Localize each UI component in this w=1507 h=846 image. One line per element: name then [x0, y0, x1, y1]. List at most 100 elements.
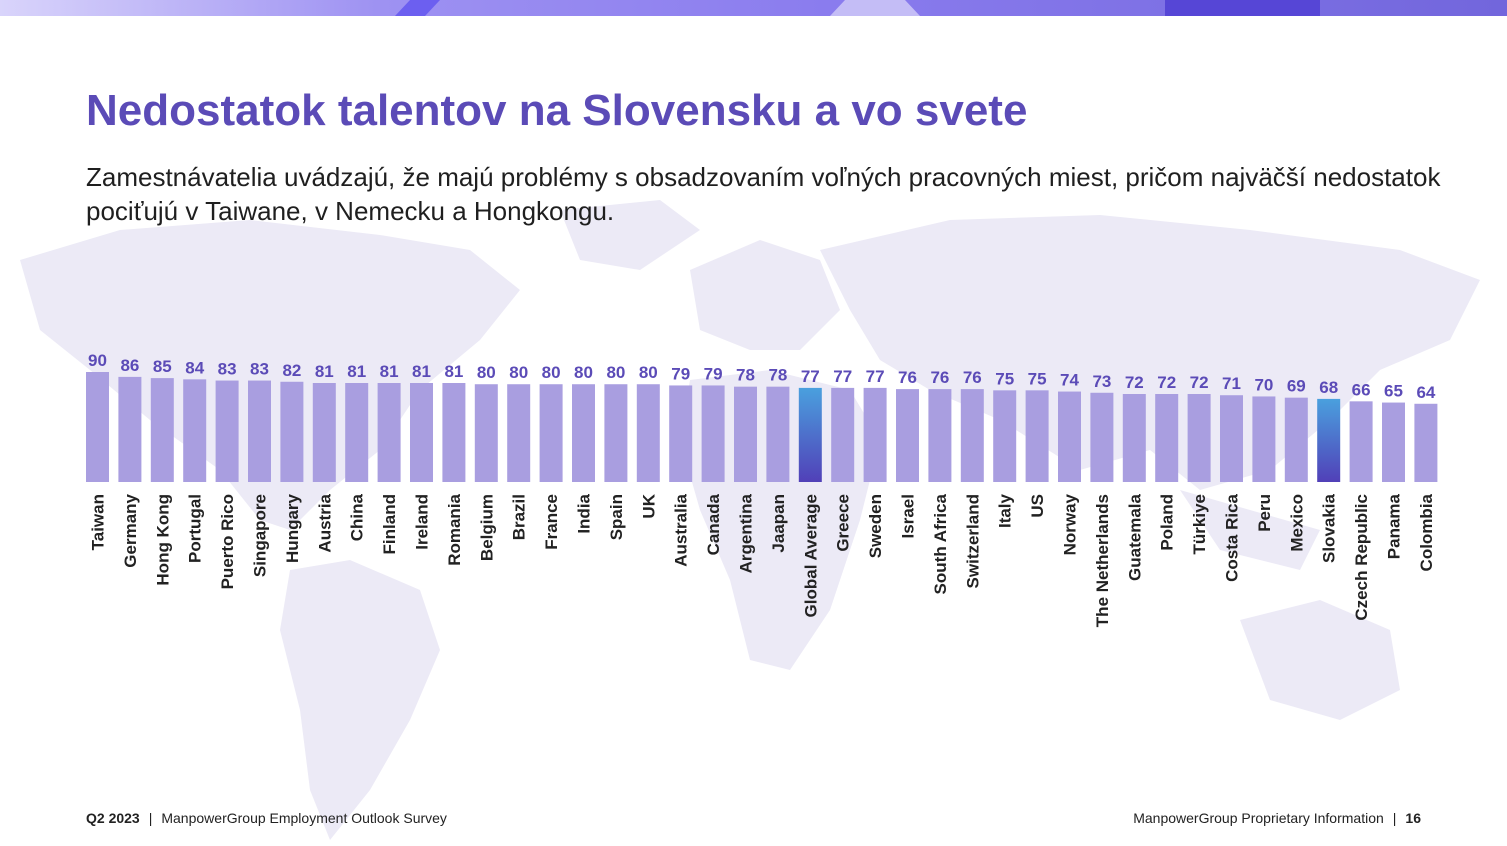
category-label-greece: Greece — [834, 494, 853, 552]
value-label-romania: 81 — [444, 362, 463, 381]
category-label-austria: Austria — [315, 493, 334, 552]
value-label-colombia: 64 — [1416, 383, 1435, 402]
bar-mexico — [1284, 397, 1308, 482]
value-label-portugal: 84 — [185, 358, 204, 377]
category-label-uk: UK — [639, 493, 658, 518]
category-axis-labels: Taiwan Germany Hong Kong Portugal Puerto Ric… — [89, 493, 1436, 627]
bar-france — [539, 384, 563, 482]
value-label-norway: 74 — [1060, 371, 1079, 390]
value-label-canada: 79 — [704, 364, 723, 383]
bar-panama — [1382, 402, 1405, 482]
value-label-ireland: 81 — [412, 362, 431, 381]
footer-survey-name: ManpowerGroup Employment Outlook Survey — [161, 810, 447, 826]
category-label-france: France — [542, 494, 561, 550]
value-label-guatemala: 72 — [1125, 373, 1144, 392]
category-label-slovakia: Slovakia — [1320, 493, 1339, 563]
category-label-peru: Peru — [1255, 494, 1274, 532]
value-label-puerto-rico: 83 — [218, 360, 237, 379]
value-label-costa-rica: 71 — [1222, 374, 1241, 393]
category-label-south-africa: South Africa — [931, 493, 950, 594]
bar-argentina — [734, 386, 757, 482]
bar-belgium — [474, 384, 498, 482]
bar-peru — [1252, 396, 1276, 482]
category-label-india: India — [575, 493, 594, 533]
category-label-finland: Finland — [380, 494, 399, 554]
bar-italy — [993, 390, 1017, 482]
category-label-jaapan: Jaapan — [769, 494, 788, 553]
bar-us — [1025, 390, 1049, 482]
value-label-czech-republic: 66 — [1352, 380, 1371, 399]
value-label-peru: 70 — [1254, 375, 1273, 394]
value-label-slovakia: 68 — [1319, 378, 1338, 397]
category-label-israel: Israel — [899, 494, 918, 538]
bar-south-africa — [928, 389, 952, 482]
bar-norway — [1058, 391, 1081, 482]
bar-taiwan — [86, 372, 109, 482]
category-label-belgium: Belgium — [477, 494, 496, 561]
category-label-global-average: Global Average — [801, 494, 820, 617]
category-label-ireland: Ireland — [413, 494, 432, 550]
bar-global-average — [798, 387, 822, 482]
value-label-australia: 79 — [671, 364, 690, 383]
value-label-uk: 80 — [639, 363, 658, 382]
bar-greece — [831, 387, 855, 482]
footer-left: Q2 2023 | ManpowerGroup Employment Outlook… — [86, 810, 447, 826]
value-label-israel: 76 — [898, 368, 917, 387]
value-label-italy: 75 — [995, 369, 1014, 388]
value-label-us: 75 — [1028, 369, 1047, 388]
footer-right: ManpowerGroup Proprietary Information | 16 — [1133, 810, 1421, 826]
category-label-switzerland: Switzerland — [963, 494, 982, 588]
bar-series — [86, 372, 1438, 482]
bar-the-netherlands — [1090, 392, 1114, 482]
category-label-costa-rica: Costa Rica — [1223, 493, 1242, 581]
bar-uk — [636, 384, 660, 482]
slide-title: Nedostatok talentov na Slovensku a vo sv… — [86, 86, 1028, 135]
category-label-the-netherlands: The Netherlands — [1093, 494, 1112, 627]
bar-canada — [701, 385, 725, 482]
category-label-hungary: Hungary — [283, 493, 302, 563]
footer-separator: | — [148, 810, 153, 826]
world-map-background — [20, 200, 1480, 840]
page-number: 16 — [1405, 810, 1421, 826]
category-label-t-rkiye: Türkiye — [1190, 494, 1209, 554]
value-label-poland: 72 — [1157, 373, 1176, 392]
bar-guatemala — [1122, 394, 1146, 482]
category-label-guatemala: Guatemala — [1125, 493, 1144, 580]
value-label-spain: 80 — [606, 363, 625, 382]
value-label-singapore: 83 — [250, 360, 269, 379]
bar-spain — [604, 384, 628, 482]
value-label-mexico: 69 — [1287, 377, 1306, 396]
value-label-jaapan: 78 — [768, 366, 787, 385]
bar-slovakia — [1317, 398, 1341, 482]
category-label-czech-republic: Czech Republic — [1352, 494, 1371, 621]
value-label-austria: 81 — [315, 362, 334, 381]
bar-china — [345, 383, 369, 482]
bar-portugal — [183, 379, 207, 482]
category-label-norway: Norway — [1061, 493, 1080, 555]
category-label-singapore: Singapore — [251, 494, 270, 577]
value-label-belgium: 80 — [477, 363, 496, 382]
bar-finland — [377, 383, 401, 482]
value-label-t-rkiye: 72 — [1190, 373, 1209, 392]
bar-hong-kong — [150, 378, 174, 482]
footer-separator-right: | — [1392, 810, 1397, 826]
bar-australia — [669, 385, 693, 482]
category-label-australia: Australia — [672, 493, 691, 566]
talent-shortage-bar-chart: 90 86 85 84 83 83 82 81 81 81 81 81 80 80 80 80 80 80 79 79… — [86, 351, 1438, 627]
bar-india — [572, 384, 595, 482]
category-label-italy: Italy — [996, 493, 1015, 528]
value-label-panama: 65 — [1384, 382, 1403, 401]
category-label-colombia: Colombia — [1417, 493, 1436, 571]
top-decorative-band — [0, 0, 1507, 16]
value-label-france: 80 — [542, 363, 561, 382]
category-label-argentina: Argentina — [737, 493, 756, 573]
category-label-canada: Canada — [704, 493, 723, 555]
value-label-greece: 77 — [833, 367, 852, 386]
value-label-china: 81 — [347, 362, 366, 381]
bar-czech-republic — [1349, 401, 1373, 482]
category-label-sweden: Sweden — [866, 494, 885, 558]
category-label-poland: Poland — [1158, 494, 1177, 551]
bar-singapore — [248, 380, 271, 482]
bar-puerto-rico — [215, 380, 239, 482]
bar-costa-rica — [1220, 395, 1243, 482]
